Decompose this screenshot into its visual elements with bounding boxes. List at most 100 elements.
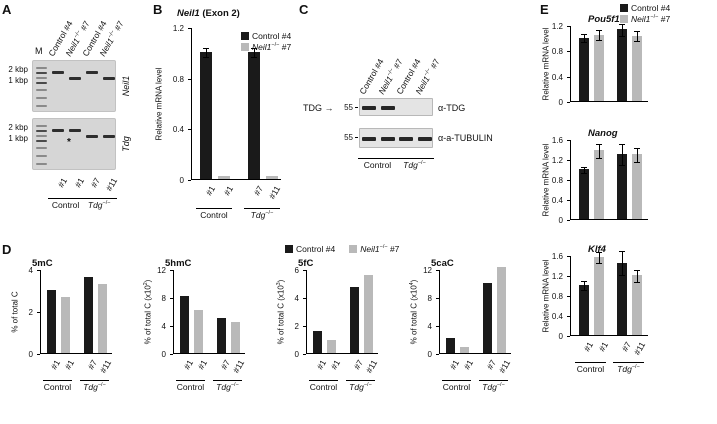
x-category-label: #11 bbox=[230, 358, 247, 375]
panel-c-label: C bbox=[299, 2, 309, 17]
label-segment: −/− bbox=[230, 382, 239, 389]
lane-clone-label: #1 bbox=[72, 176, 86, 190]
y-tick-mark bbox=[37, 354, 40, 355]
panel-e-pluripotency-genes: E Control #4 Neil1−/− #7 Pou5f1 Relative m… bbox=[540, 2, 717, 422]
y-tick-label: 0 bbox=[558, 98, 563, 107]
label-segment: Tdg bbox=[83, 382, 98, 392]
y-tick-mark bbox=[567, 160, 570, 161]
y-tick-label: 0.8 bbox=[551, 292, 563, 301]
y-axis-label: % of total C (x102) bbox=[143, 280, 153, 345]
y-tick-label: 0 bbox=[179, 176, 184, 185]
tubulin-blot bbox=[359, 128, 433, 148]
error-bar-cap bbox=[619, 35, 625, 37]
bar-#11 bbox=[231, 322, 240, 353]
label-segment: #7 bbox=[279, 41, 292, 52]
genotype-group-label: Control bbox=[442, 380, 471, 392]
x-category-label: #11 bbox=[496, 358, 513, 375]
y-tick-mark bbox=[170, 298, 173, 299]
dna-band bbox=[102, 77, 115, 80]
y-tick-label: 4 bbox=[161, 322, 166, 331]
legend-item: Neil1−/− #7 bbox=[241, 41, 291, 52]
error-bar-cap bbox=[596, 157, 602, 159]
agarose-gel: * bbox=[32, 118, 116, 170]
y-axis-label: % of total C (x103) bbox=[276, 280, 286, 345]
label-segment: #7 bbox=[387, 243, 400, 254]
bar-#7 bbox=[248, 52, 260, 179]
legend-item: Neil1−/− #7 bbox=[620, 13, 670, 24]
error-bar-cap bbox=[596, 262, 602, 264]
y-tick-mark bbox=[436, 298, 439, 299]
bar-#1 bbox=[61, 297, 70, 353]
size-label: 1 kbp bbox=[8, 134, 28, 143]
error-bar-line bbox=[583, 34, 585, 44]
label-segment: Pou5f1 bbox=[588, 14, 620, 25]
label-segment: Tdg bbox=[349, 382, 364, 392]
label-segment: Control bbox=[442, 382, 471, 392]
y-tick-label: 0.4 bbox=[551, 72, 563, 82]
dna-band bbox=[85, 135, 98, 138]
error-bar-cap bbox=[203, 48, 209, 50]
plot-area bbox=[170, 270, 245, 355]
bar-#11 bbox=[632, 275, 642, 335]
error-bar-line bbox=[583, 166, 585, 174]
error-bar-cap bbox=[251, 57, 257, 59]
legend-label: Control #4 bbox=[296, 244, 335, 254]
error-bar-line bbox=[598, 143, 600, 159]
error-bar-cap bbox=[619, 144, 625, 145]
chart-title: 5mC bbox=[32, 258, 53, 269]
lane-clone-label: #7 bbox=[89, 176, 103, 190]
bar-#11 bbox=[497, 266, 506, 353]
y-tick-label: 0.4 bbox=[551, 312, 563, 321]
label-segment: −/− bbox=[417, 160, 426, 167]
bar-#1 bbox=[313, 330, 322, 353]
bar-#11 bbox=[632, 154, 642, 219]
legend-swatch bbox=[349, 244, 358, 253]
y-tick-label: 12 bbox=[157, 266, 166, 275]
label-segment: −/− bbox=[496, 382, 505, 389]
y-axis-label: % of total C (x104) bbox=[409, 280, 419, 345]
y-tick-label: 8 bbox=[427, 294, 432, 303]
label-segment: Tdg bbox=[403, 160, 418, 170]
bar-#1 bbox=[200, 52, 212, 179]
label-segment: Tdg bbox=[216, 382, 231, 392]
error-bar-cap bbox=[596, 40, 602, 42]
genotype-group-label: Control bbox=[48, 198, 83, 210]
genotype-group-label: Tdg−/− bbox=[613, 362, 644, 374]
y-tick-mark bbox=[188, 180, 191, 181]
ladder-band bbox=[36, 89, 47, 91]
x-category-label: #1 bbox=[195, 358, 210, 372]
x-category-label: #11 bbox=[267, 184, 283, 201]
y-tick-mark bbox=[170, 354, 173, 355]
panel-e-label: E bbox=[540, 2, 549, 17]
ladder-band bbox=[36, 97, 47, 99]
error-bar-cap bbox=[634, 147, 640, 149]
bar-#1 bbox=[47, 290, 56, 353]
chart-5caC: 5caC% of total C (x104) 0 4 8 12 #1 #1 #7 #11 Con… bbox=[409, 258, 539, 418]
legend-label: Control #4 bbox=[252, 31, 291, 41]
label-segment: −/− bbox=[631, 364, 640, 371]
label-segment: −/− bbox=[265, 210, 274, 217]
label-segment: Neil1 bbox=[121, 75, 131, 97]
dna-band bbox=[69, 129, 81, 132]
plot-area bbox=[567, 251, 648, 337]
error-bar-line bbox=[583, 281, 585, 291]
bar-#1 bbox=[594, 150, 604, 219]
y-tick-label: 0 bbox=[427, 350, 432, 359]
ladder-band bbox=[36, 163, 47, 165]
y-tick-label: 1.2 bbox=[551, 22, 563, 31]
mw-tick bbox=[355, 107, 358, 108]
label-segment: Tdg bbox=[250, 210, 266, 220]
chart-title: 5caC bbox=[431, 258, 454, 269]
dna-band bbox=[52, 129, 65, 132]
label-segment: 5fC bbox=[298, 258, 314, 269]
legend: Control #4 Neil1−/− #7 bbox=[620, 2, 670, 24]
y-tick-label: 0 bbox=[558, 332, 563, 341]
error-bar-cap bbox=[251, 48, 257, 50]
y-tick-mark bbox=[567, 180, 570, 181]
ladder-band bbox=[36, 135, 47, 137]
error-bar-line bbox=[636, 147, 638, 163]
error-bar-line bbox=[598, 29, 600, 42]
y-tick-mark bbox=[567, 296, 570, 297]
y-tick-label: 8 bbox=[161, 294, 166, 303]
